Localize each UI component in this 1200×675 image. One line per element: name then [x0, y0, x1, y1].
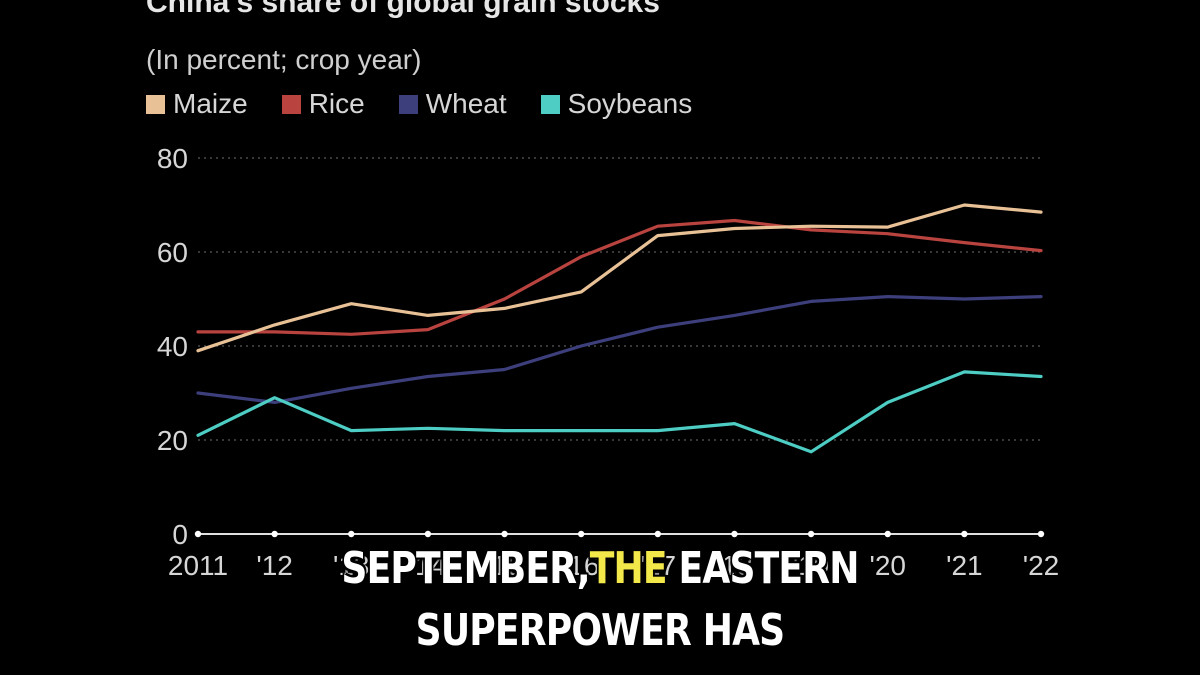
y-tick-label: 20 — [157, 425, 188, 456]
x-tick-label: '19 — [793, 550, 830, 581]
legend-swatch-maize — [146, 94, 165, 114]
series-layer — [196, 203, 1043, 454]
legend-label-rice: Rice — [308, 88, 365, 119]
series-line-maize — [196, 203, 1043, 353]
caption-line-1: SEPTEMBER,THE EASTERN — [108, 538, 1092, 600]
legend-item-soybeans: Soybeans — [540, 88, 693, 120]
legend-label-soybeans: Soybeans — [567, 88, 693, 119]
caption-highlight-word: THE — [589, 543, 668, 594]
y-tick-label: 40 — [157, 331, 188, 362]
subtitle-caption: SEPTEMBER,THE EASTERN SUPERPOWER HAS — [108, 538, 1092, 662]
series-line-rice — [196, 218, 1043, 336]
legend-swatch-soybeans — [540, 94, 560, 114]
x-tick-label: '22 — [1023, 550, 1060, 581]
x-tick-label: '15 — [486, 550, 523, 581]
x-tick-mark — [654, 530, 662, 538]
x-tick-label: '14 — [410, 550, 447, 581]
x-tick-mark — [577, 530, 585, 538]
x-tick-mark — [731, 530, 738, 538]
x-tick-label: '20 — [869, 550, 906, 581]
x-tick-mark — [501, 530, 508, 538]
x-tick-mark — [271, 530, 278, 538]
legend-label-maize: Maize — [173, 88, 248, 119]
x-tick-label: '18 — [716, 550, 753, 581]
legend-item-maize: Maize — [146, 88, 248, 120]
legend-item-rice: Rice — [281, 88, 365, 120]
y-tick-label: 60 — [157, 237, 188, 268]
x-tick-label: '12 — [256, 550, 293, 581]
caption-word-eastern: EASTERN — [678, 543, 860, 594]
y-tick-label: 0 — [172, 519, 188, 550]
grid-layer — [198, 157, 1041, 441]
x-tick-label: '21 — [946, 550, 983, 581]
caption-line-2: SUPERPOWER HAS — [415, 605, 786, 656]
chart-subtitle: (In percent; crop year) — [146, 44, 422, 75]
x-tick-mark — [961, 530, 968, 538]
x-tick-label: 2011 — [168, 550, 228, 581]
x-tick-mark — [1037, 530, 1045, 538]
x-tick-mark — [807, 530, 815, 538]
legend-swatch-wheat — [398, 94, 418, 114]
x-tick-mark — [424, 530, 432, 538]
legend-label-wheat: Wheat — [425, 88, 507, 119]
x-tick-label: '16 — [563, 550, 600, 581]
x-tick-label: '17 — [640, 550, 677, 581]
x-tick-mark — [348, 530, 355, 538]
axis-layer: 0 20 40 60 80 2011 '12 '13 '14 '15 '16 '17 '18 '19 '20… — [157, 143, 1059, 581]
x-tick-mark — [194, 530, 202, 538]
y-tick-label: 80 — [157, 143, 188, 174]
series-line-soybeans — [196, 370, 1043, 454]
chart-title: China's share of global grain stocks — [146, 0, 660, 19]
x-tick-mark — [884, 530, 891, 538]
caption-word-september: SEPTEMBER, — [341, 543, 590, 594]
series-line-wheat — [196, 295, 1043, 404]
legend-swatch-rice — [281, 94, 301, 114]
legend-item-wheat: Wheat — [398, 88, 507, 120]
chart-legend: Maize Rice Wheat Soybeans — [146, 88, 692, 120]
x-tick-label: '13 — [333, 550, 370, 581]
